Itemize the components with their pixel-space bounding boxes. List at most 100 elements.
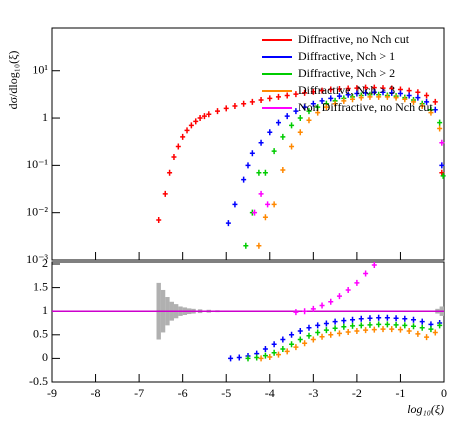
x-tick-label: -7 xyxy=(134,386,144,400)
data-point xyxy=(167,169,173,176)
data-point xyxy=(184,127,190,134)
data-point xyxy=(306,108,312,115)
data-point xyxy=(262,214,268,221)
data-point xyxy=(236,354,242,361)
data-point xyxy=(310,100,316,107)
data-point xyxy=(201,113,207,120)
data-point xyxy=(328,95,334,102)
data-point xyxy=(371,261,377,268)
data-point xyxy=(310,88,316,95)
data-point xyxy=(424,92,430,99)
data-point xyxy=(402,322,408,329)
data-point xyxy=(319,333,325,340)
data-point xyxy=(341,317,347,324)
data-point xyxy=(332,325,338,332)
data-point xyxy=(437,119,443,126)
data-point xyxy=(284,92,290,99)
data-point xyxy=(415,89,421,96)
data-point xyxy=(284,113,290,120)
data-point xyxy=(393,315,399,322)
x-tick-label: -9 xyxy=(47,386,57,400)
data-point xyxy=(384,314,390,321)
y-tick-label: 10⁻³ xyxy=(26,252,48,266)
data-point xyxy=(271,349,277,356)
data-point xyxy=(354,90,360,97)
data-point xyxy=(188,122,194,129)
data-point xyxy=(341,323,347,330)
data-point xyxy=(323,327,329,334)
data-point xyxy=(293,108,299,115)
data-point xyxy=(411,323,417,330)
data-point xyxy=(275,119,281,126)
data-point xyxy=(363,270,369,277)
data-point xyxy=(315,109,321,116)
data-point xyxy=(284,348,290,355)
data-point xyxy=(156,217,162,224)
data-point xyxy=(215,108,221,115)
data-point xyxy=(363,84,369,91)
data-point xyxy=(350,316,356,323)
x-tick-label: -1 xyxy=(395,386,405,400)
data-point xyxy=(258,139,264,146)
data-point xyxy=(371,89,377,96)
data-point xyxy=(225,220,231,227)
data-point xyxy=(439,139,445,146)
data-point xyxy=(345,91,351,98)
data-point xyxy=(267,353,273,360)
data-point xyxy=(289,341,295,348)
data-point xyxy=(393,94,399,101)
data-point xyxy=(271,341,277,348)
data-point xyxy=(223,105,229,112)
data-point xyxy=(293,91,299,98)
data-point xyxy=(245,162,251,169)
data-point xyxy=(397,90,403,97)
data-point xyxy=(380,326,386,333)
data-point xyxy=(415,94,421,101)
data-point xyxy=(402,315,408,322)
x-tick-label: 0 xyxy=(441,386,447,400)
data-point xyxy=(262,352,268,359)
data-point xyxy=(267,129,273,136)
data-point xyxy=(345,328,351,335)
data-point xyxy=(354,328,360,335)
data-point xyxy=(376,93,382,100)
data-point xyxy=(171,154,177,161)
y-tick-label: 0.5 xyxy=(33,327,48,341)
data-point xyxy=(332,318,338,325)
data-point xyxy=(424,334,430,341)
x-tick-label: -6 xyxy=(178,386,188,400)
data-point xyxy=(406,328,412,335)
data-point xyxy=(258,355,264,362)
y-tick-label: 1 xyxy=(42,110,48,124)
data-point xyxy=(258,190,264,197)
data-point xyxy=(302,89,308,96)
data-point xyxy=(384,93,390,100)
x-tick-label: -5 xyxy=(221,386,231,400)
data-point xyxy=(336,86,342,93)
x-tick-label: -3 xyxy=(308,386,318,400)
data-point xyxy=(258,97,264,104)
data-point xyxy=(297,115,303,122)
data-point xyxy=(254,354,260,361)
data-point xyxy=(280,133,286,140)
data-point xyxy=(297,336,303,343)
data-point xyxy=(432,106,438,113)
data-point xyxy=(228,355,234,362)
data-point xyxy=(249,98,255,105)
data-point xyxy=(336,330,342,337)
data-point xyxy=(197,115,203,122)
data-point xyxy=(315,104,321,111)
data-point xyxy=(389,89,395,96)
data-point xyxy=(432,98,438,105)
data-point xyxy=(162,190,168,197)
data-point xyxy=(280,166,286,173)
data-point xyxy=(306,324,312,331)
data-point xyxy=(411,316,417,323)
data-point xyxy=(358,315,364,322)
data-point xyxy=(289,143,295,150)
data-point xyxy=(280,345,286,352)
x-tick-label: -4 xyxy=(265,386,275,400)
data-point xyxy=(241,100,247,107)
data-point xyxy=(437,125,443,132)
